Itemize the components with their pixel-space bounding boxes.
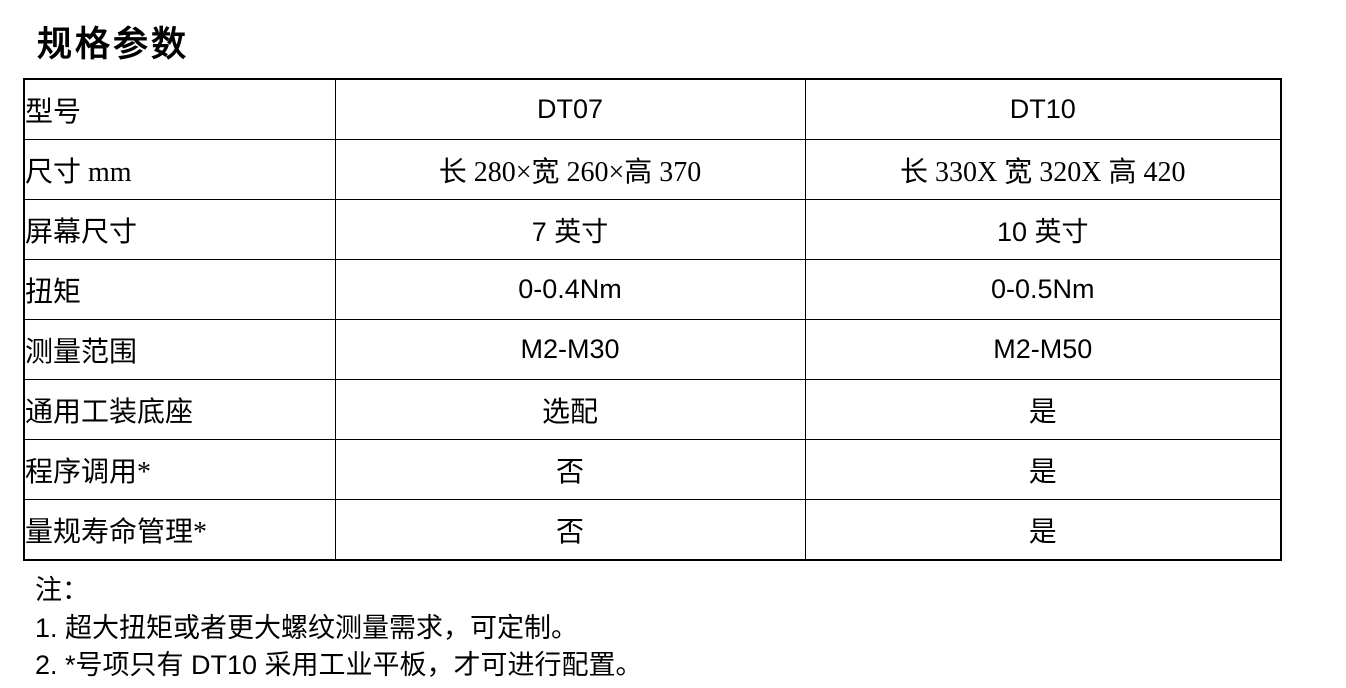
value-cell-dt10: 0-0.5Nm	[804, 259, 1282, 320]
value-cell-dt07: 7 英寸	[334, 199, 806, 260]
value-cell-dt07: 0-0.4Nm	[334, 259, 806, 320]
value-cell-dt10: M2-M50	[804, 319, 1282, 380]
note-item: 1. 超大扭矩或者更大螺纹测量需求，可定制。	[35, 613, 579, 643]
value-cell-dt07: DT07	[334, 78, 806, 140]
table-row: 尺寸 mm 长 280×宽 260×高 370 长 330X 宽 320X 高 42…	[23, 139, 1282, 200]
value-cell-dt07: M2-M30	[334, 319, 806, 380]
row-label: 尺寸 mm	[23, 139, 336, 200]
value-cell-dt07: 选配	[334, 379, 806, 440]
table-row: 屏幕尺寸 7 英寸 10 英寸	[23, 199, 1282, 260]
table-row: 扭矩 0-0.4Nm 0-0.5Nm	[23, 259, 1282, 320]
row-label: 测量范围	[23, 319, 336, 380]
row-label: 扭矩	[23, 259, 336, 320]
page-title: 规格参数	[37, 25, 190, 64]
row-label: 屏幕尺寸	[23, 199, 336, 260]
notes-heading: 注：	[35, 575, 89, 605]
row-label: 程序调用*	[23, 439, 336, 500]
value-cell-dt10: 是	[804, 499, 1282, 561]
note-item: 2. *号项只有 DT10 采用工业平板，才可进行配置。	[35, 650, 643, 680]
table-row: 通用工装底座 选配是	[23, 379, 1282, 440]
table-row: 测量范围 M2-M30 M2-M50	[23, 319, 1282, 380]
spec-table: 型号 DT07 DT10 尺寸 mm 长 280×宽 260×高 370 长 330X 宽…	[23, 78, 1282, 561]
table-row: 量规寿命管理* 否是	[23, 499, 1282, 561]
value-cell-dt07: 否	[334, 439, 806, 500]
row-label: 通用工装底座	[23, 379, 336, 440]
value-cell-dt07: 否	[334, 499, 806, 561]
value-cell-dt10: 长 330X 宽 320X 高 420	[804, 139, 1282, 200]
table-row: 型号 DT07 DT10	[23, 78, 1282, 140]
value-cell-dt10: DT10	[804, 78, 1282, 140]
row-label: 型号	[23, 78, 336, 140]
value-cell-dt10: 是	[804, 379, 1282, 440]
spec-table-body: 型号 DT07 DT10 尺寸 mm 长 280×宽 260×高 370 长 330X 宽…	[23, 78, 1282, 561]
value-cell-dt07: 长 280×宽 260×高 370	[334, 139, 806, 200]
notes-list: 1. 超大扭矩或者更大螺纹测量需求，可定制。 2. *号项只有 DT10 采用工业…	[35, 610, 643, 684]
notes-section: 注： 1. 超大扭矩或者更大螺纹测量需求，可定制。 2. *号项只有 DT10 采…	[35, 572, 643, 684]
row-label: 量规寿命管理*	[23, 499, 336, 561]
table-row: 程序调用* 否是	[23, 439, 1282, 500]
value-cell-dt10: 10 英寸	[804, 199, 1282, 260]
value-cell-dt10: 是	[804, 439, 1282, 500]
